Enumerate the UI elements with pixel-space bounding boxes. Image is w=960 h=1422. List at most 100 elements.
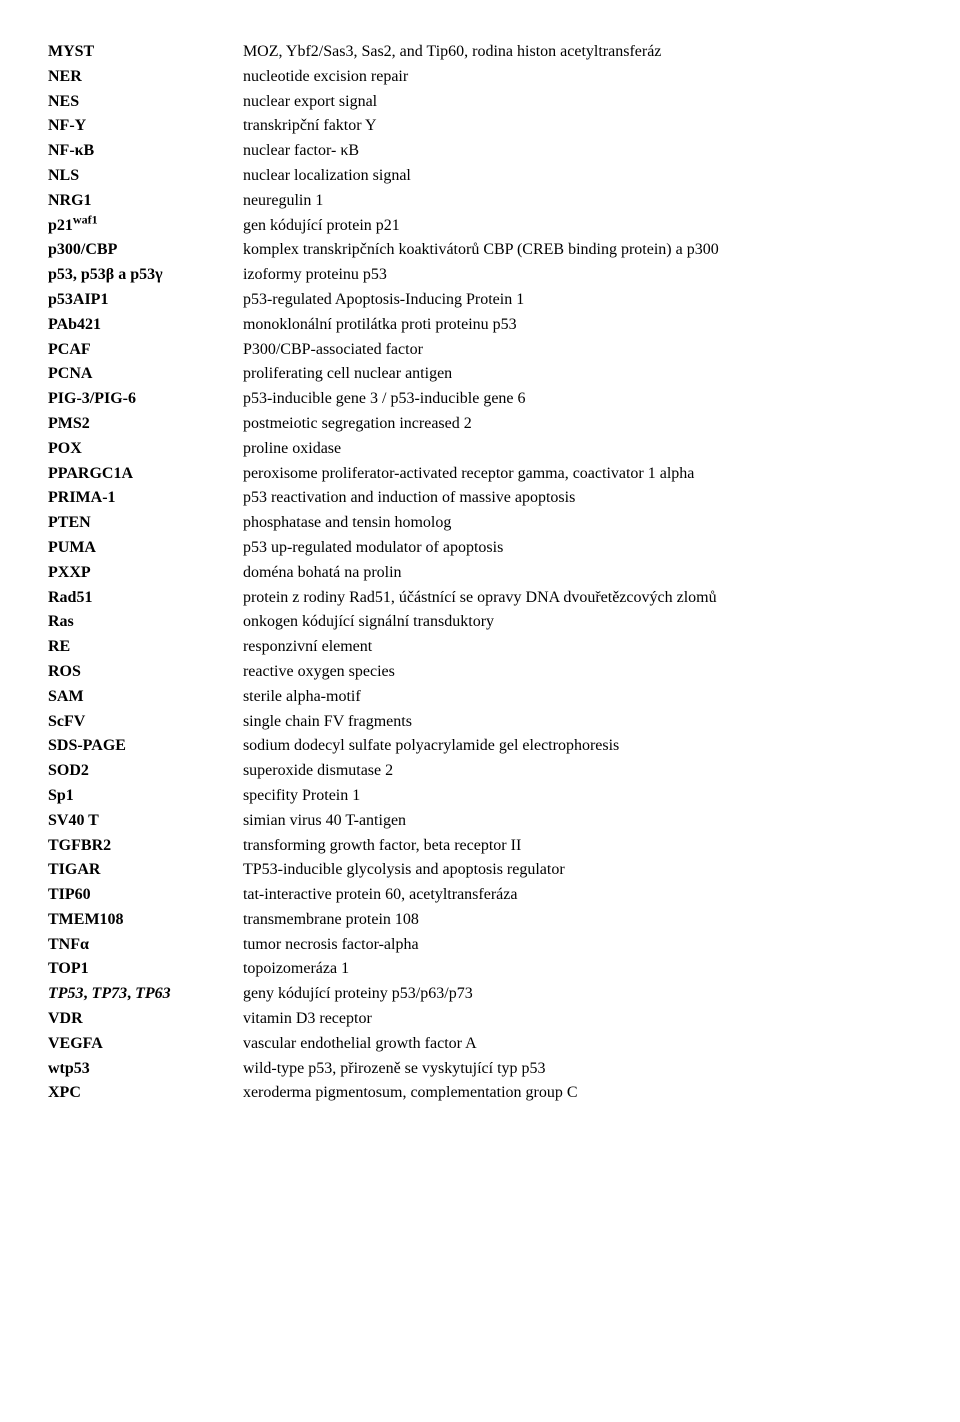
abbr-term: RE — [48, 635, 243, 660]
abbr-term: PUMA — [48, 536, 243, 561]
abbr-term: PCNA — [48, 362, 243, 387]
abbr-definition: sterile alpha-motif — [243, 685, 912, 710]
abbr-row: MYSTMOZ, Ybf2/Sas3, Sas2, and Tip60, rod… — [48, 40, 912, 65]
abbr-row: PXXPdoména bohatá na prolin — [48, 561, 912, 586]
abbr-term: SDS-PAGE — [48, 734, 243, 759]
abbr-term: PMS2 — [48, 412, 243, 437]
abbr-term: NER — [48, 65, 243, 90]
abbr-definition: izoformy proteinu p53 — [243, 263, 912, 288]
abbr-row: PPARGC1Aperoxisome proliferator-activate… — [48, 462, 912, 487]
abbr-definition: responzivní element — [243, 635, 912, 660]
abbr-term: PIG-3/PIG-6 — [48, 387, 243, 412]
abbr-row: TGFBR2transforming growth factor, beta r… — [48, 834, 912, 859]
abbr-term: TIGAR — [48, 858, 243, 883]
abbr-row: NF-κBnuclear factor- κB — [48, 139, 912, 164]
abbr-row: SAMsterile alpha-motif — [48, 685, 912, 710]
abbr-definition: doména bohatá na prolin — [243, 561, 912, 586]
abbr-definition: P300/CBP-associated factor — [243, 338, 912, 363]
abbr-definition: proline oxidase — [243, 437, 912, 462]
abbr-term: p53, p53β a p53γ — [48, 263, 243, 288]
abbr-definition: tat-interactive protein 60, acetyltransf… — [243, 883, 912, 908]
abbr-definition: superoxide dismutase 2 — [243, 759, 912, 784]
abbr-definition: transkripční faktor Y — [243, 114, 912, 139]
abbr-row: VDRvitamin D3 receptor — [48, 1007, 912, 1032]
abbr-definition: reactive oxygen species — [243, 660, 912, 685]
abbr-definition: transmembrane protein 108 — [243, 908, 912, 933]
abbr-row: PMS2postmeiotic segregation increased 2 — [48, 412, 912, 437]
abbr-term: p300/CBP — [48, 238, 243, 263]
abbr-term: p21waf1 — [48, 214, 243, 239]
abbr-term: SV40 T — [48, 809, 243, 834]
abbr-term: ROS — [48, 660, 243, 685]
abbr-definition: peroxisome proliferator-activated recept… — [243, 462, 912, 487]
abbr-term: TIP60 — [48, 883, 243, 908]
abbreviation-table: MYSTMOZ, Ybf2/Sas3, Sas2, and Tip60, rod… — [48, 40, 912, 1106]
abbr-term: PTEN — [48, 511, 243, 536]
abbr-term: TGFBR2 — [48, 834, 243, 859]
abbr-term: wtp53 — [48, 1057, 243, 1082]
abbr-definition: vitamin D3 receptor — [243, 1007, 912, 1032]
abbr-row: REresponzivní element — [48, 635, 912, 660]
abbr-term: Sp1 — [48, 784, 243, 809]
abbr-row: TNFαtumor necrosis factor-alpha — [48, 933, 912, 958]
abbr-row: SOD2superoxide dismutase 2 — [48, 759, 912, 784]
abbr-row: TIGARTP53-inducible glycolysis and apopt… — [48, 858, 912, 883]
abbr-row: SDS-PAGEsodium dodecyl sulfate polyacryl… — [48, 734, 912, 759]
abbr-definition: onkogen kódující signální transduktory — [243, 610, 912, 635]
abbr-term: PPARGC1A — [48, 462, 243, 487]
abbr-definition: xeroderma pigmentosum, complementation g… — [243, 1081, 912, 1106]
abbr-term: SAM — [48, 685, 243, 710]
abbr-definition: p53-inducible gene 3 / p53-inducible gen… — [243, 387, 912, 412]
abbr-row: Rad51protein z rodiny Rad51, účástnící s… — [48, 586, 912, 611]
abbr-row: ROSreactive oxygen species — [48, 660, 912, 685]
abbr-row: Rasonkogen kódující signální transduktor… — [48, 610, 912, 635]
abbr-term: Rad51 — [48, 586, 243, 611]
abbr-row: NF-Ytranskripční faktor Y — [48, 114, 912, 139]
abbr-row: NESnuclear export signal — [48, 90, 912, 115]
abbr-definition: TP53-inducible glycolysis and apoptosis … — [243, 858, 912, 883]
abbr-definition: komplex transkripčních koaktivátorů CBP … — [243, 238, 912, 263]
abbr-row: ScFVsingle chain FV fragments — [48, 710, 912, 735]
abbr-definition: nucleotide excision repair — [243, 65, 912, 90]
abbr-definition: nuclear localization signal — [243, 164, 912, 189]
abbr-row: PIG-3/PIG-6p53-inducible gene 3 / p53-in… — [48, 387, 912, 412]
abbr-row: NRG1neuregulin 1 — [48, 189, 912, 214]
abbr-term: SOD2 — [48, 759, 243, 784]
abbr-definition: vascular endothelial growth factor A — [243, 1032, 912, 1057]
abbr-definition: p53-regulated Apoptosis-Inducing Protein… — [243, 288, 912, 313]
abbr-term: p53AIP1 — [48, 288, 243, 313]
abbr-definition: postmeiotic segregation increased 2 — [243, 412, 912, 437]
abbr-term: NLS — [48, 164, 243, 189]
abbr-term: POX — [48, 437, 243, 462]
abbr-definition: phosphatase and tensin homolog — [243, 511, 912, 536]
abbr-term: NF-κB — [48, 139, 243, 164]
abbr-term: TOP1 — [48, 957, 243, 982]
abbr-term: PRIMA-1 — [48, 486, 243, 511]
abbr-term: Ras — [48, 610, 243, 635]
abbr-row: PCAFP300/CBP-associated factor — [48, 338, 912, 363]
abbr-term: VEGFA — [48, 1032, 243, 1057]
abbr-row: PCNAproliferating cell nuclear antigen — [48, 362, 912, 387]
abbr-definition: proliferating cell nuclear antigen — [243, 362, 912, 387]
abbr-row: p53AIP1p53-regulated Apoptosis-Inducing … — [48, 288, 912, 313]
abbr-definition: nuclear export signal — [243, 90, 912, 115]
abbr-definition: MOZ, Ybf2/Sas3, Sas2, and Tip60, rodina … — [243, 40, 912, 65]
abbr-definition: p53 reactivation and induction of massiv… — [243, 486, 912, 511]
abbr-definition: single chain FV fragments — [243, 710, 912, 735]
abbr-row: p21waf1gen kódující protein p21 — [48, 214, 912, 239]
abbr-row: NLSnuclear localization signal — [48, 164, 912, 189]
abbr-term: PAb421 — [48, 313, 243, 338]
abbr-row: SV40 Tsimian virus 40 T-antigen — [48, 809, 912, 834]
abbr-definition: p53 up-regulated modulator of apoptosis — [243, 536, 912, 561]
abbr-term: PXXP — [48, 561, 243, 586]
abbr-row: TP53, TP73, TP63geny kódující proteiny p… — [48, 982, 912, 1007]
abbr-term: TMEM108 — [48, 908, 243, 933]
abbr-row: wtp53wild-type p53, přirozeně se vyskytu… — [48, 1057, 912, 1082]
abbr-row: TOP1topoizomeráza 1 — [48, 957, 912, 982]
abbr-definition: simian virus 40 T-antigen — [243, 809, 912, 834]
abbr-term: NRG1 — [48, 189, 243, 214]
abbr-definition: neuregulin 1 — [243, 189, 912, 214]
abbr-term: MYST — [48, 40, 243, 65]
abbr-row: TIP60tat-interactive protein 60, acetylt… — [48, 883, 912, 908]
abbr-definition: topoizomeráza 1 — [243, 957, 912, 982]
